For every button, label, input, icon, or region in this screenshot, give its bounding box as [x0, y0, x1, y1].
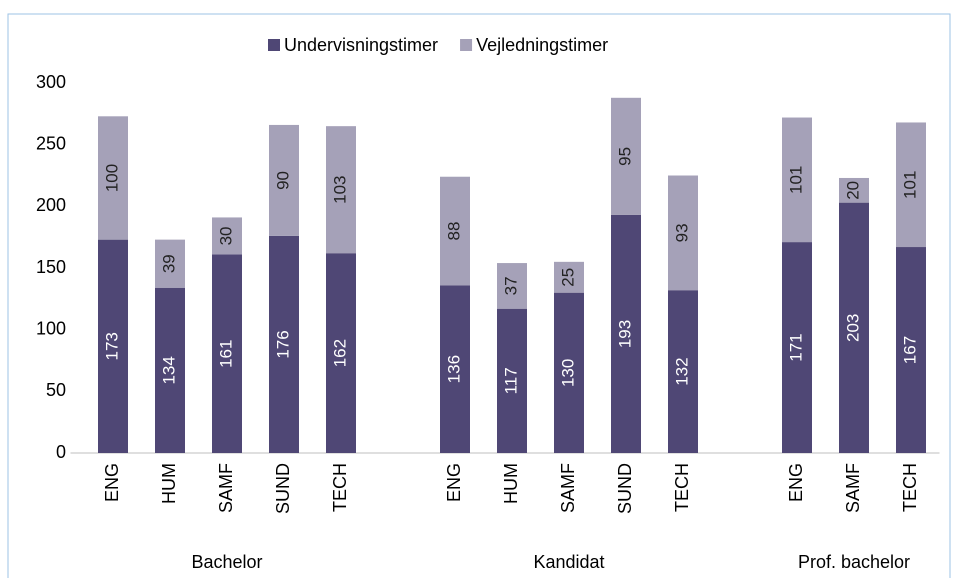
bar-segment [440, 285, 470, 453]
y-tick-label: 200 [36, 195, 66, 215]
bar-segment [668, 175, 698, 291]
bar-segment [839, 202, 869, 453]
value-label: 100 [102, 164, 121, 192]
group-label: Bachelor [191, 552, 262, 572]
bar-segment [611, 214, 641, 453]
bar-segment [554, 261, 584, 293]
value-label: 93 [672, 223, 691, 242]
value-label: 37 [501, 276, 520, 295]
bar-segment [497, 263, 527, 309]
bar-segment [782, 117, 812, 243]
bar-segment [440, 176, 470, 286]
bar-segment [554, 292, 584, 453]
bar-segment [497, 308, 527, 453]
bar-segment [155, 239, 185, 288]
x-tick-label: HUM [501, 463, 521, 504]
bar-segment [269, 235, 299, 453]
value-label: 39 [159, 254, 178, 273]
bar-segment [98, 239, 128, 453]
bar-segment [155, 287, 185, 453]
x-tick-label: ENG [444, 463, 464, 502]
bar-segment [611, 97, 641, 215]
value-label: 171 [786, 333, 805, 361]
value-label: 162 [330, 339, 349, 367]
value-label: 176 [273, 330, 292, 358]
value-label: 203 [843, 314, 862, 342]
value-label: 130 [558, 359, 577, 387]
value-label: 103 [330, 175, 349, 203]
value-label: 134 [159, 356, 178, 384]
value-label: 173 [102, 332, 121, 360]
value-label: 161 [216, 340, 235, 368]
value-label: 95 [615, 147, 634, 166]
bar-segment [212, 254, 242, 453]
group-label: Prof. bachelor [798, 552, 910, 572]
group-label: Kandidat [533, 552, 604, 572]
x-tick-label: TECH [672, 463, 692, 512]
bar-segment [269, 124, 299, 236]
y-tick-label: 150 [36, 257, 66, 277]
x-tick-label: SAMF [843, 463, 863, 513]
legend-label: Undervisningstimer [284, 35, 438, 55]
x-tick-label: ENG [102, 463, 122, 502]
x-tick-label: SAMF [216, 463, 236, 513]
x-tick-label: SUND [273, 463, 293, 514]
legend-label: Vejledningstimer [476, 35, 608, 55]
x-tick-label: TECH [900, 463, 920, 512]
bar-segment [326, 253, 356, 453]
value-label: 101 [900, 171, 919, 199]
y-tick-label: 300 [36, 72, 66, 92]
x-tick-label: HUM [159, 463, 179, 504]
x-tick-label: SUND [615, 463, 635, 514]
legend-swatch [460, 39, 473, 51]
bar-segment [839, 177, 869, 203]
value-label: 167 [900, 336, 919, 364]
legend-swatch [268, 39, 280, 51]
chart-border [7, 13, 951, 578]
bar-segment [782, 242, 812, 453]
x-tick-label: TECH [330, 463, 350, 512]
bar-segment [896, 247, 926, 453]
y-tick-label: 100 [36, 318, 66, 338]
bar-segment [896, 122, 926, 248]
value-label: 20 [843, 181, 862, 200]
value-label: 90 [273, 171, 292, 190]
value-label: 193 [615, 320, 634, 348]
value-label: 101 [786, 166, 805, 194]
value-label: 136 [444, 355, 463, 383]
value-label: 117 [501, 367, 520, 394]
y-tick-label: 0 [56, 442, 66, 462]
value-label: 30 [216, 226, 235, 245]
bar-segment [668, 290, 698, 453]
value-label: 25 [558, 268, 577, 287]
value-label: 88 [444, 222, 463, 241]
y-tick-label: 50 [46, 380, 66, 400]
x-tick-label: ENG [786, 463, 806, 502]
bar-segment [326, 126, 356, 254]
bar-segment [98, 116, 128, 240]
bar-segment [212, 217, 242, 255]
x-tick-label: SAMF [558, 463, 578, 513]
value-label: 132 [672, 357, 691, 385]
y-tick-label: 250 [36, 133, 66, 153]
